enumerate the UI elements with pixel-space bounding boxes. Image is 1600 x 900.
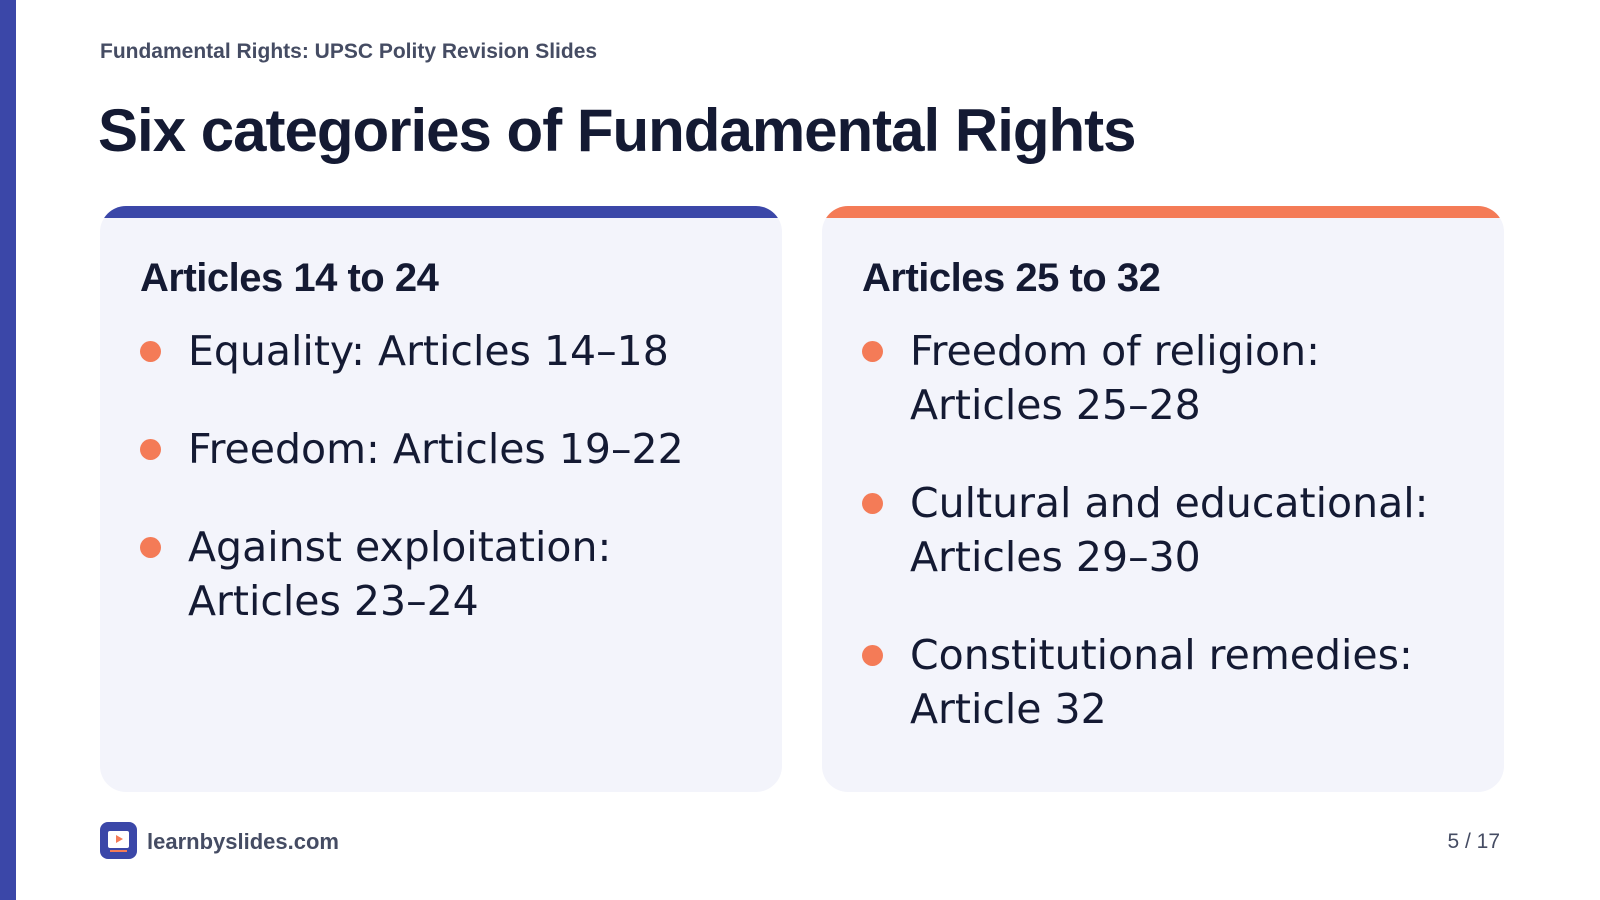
list-item-text: Constitutional remedies: Article 32 xyxy=(910,631,1413,733)
list-item: Freedom: Articles 19–22 xyxy=(140,422,752,476)
bullet-list: Equality: Articles 14–18 Freedom: Articl… xyxy=(140,324,752,672)
slides-play-icon[interactable] xyxy=(100,822,137,859)
page-number: 5 / 17 xyxy=(1447,830,1500,853)
card-accent-line xyxy=(100,206,782,218)
deck-title: Fundamental Rights: UPSC Polity Revision… xyxy=(100,40,598,63)
list-item: Constitutional remedies: Article 32 xyxy=(862,628,1474,736)
list-item-text: Freedom of religion: Articles 25–28 xyxy=(910,327,1320,429)
site-link[interactable]: learnbyslides.com xyxy=(147,829,339,854)
play-icon xyxy=(116,835,123,843)
bullet-dot-icon xyxy=(140,537,161,558)
logo-stand xyxy=(110,850,127,852)
list-item-text: Against exploitation: Articles 23–24 xyxy=(188,523,612,625)
list-item-text: Cultural and educational: Articles 29–30 xyxy=(910,479,1429,581)
list-item: Freedom of religion: Articles 25–28 xyxy=(862,324,1474,432)
card-articles-14-24: Articles 14 to 24 Equality: Articles 14–… xyxy=(100,206,782,792)
list-item: Equality: Articles 14–18 xyxy=(140,324,752,378)
bullet-dot-icon xyxy=(862,493,883,514)
list-item-text: Equality: Articles 14–18 xyxy=(188,327,669,375)
list-item: Against exploitation: Articles 23–24 xyxy=(140,520,752,628)
bullet-dot-icon xyxy=(140,439,161,460)
bullet-list: Freedom of religion: Articles 25–28 Cult… xyxy=(862,324,1474,780)
bullet-dot-icon xyxy=(140,341,161,362)
bullet-dot-icon xyxy=(862,645,883,666)
slide-title: Six categories of Fundamental Rights xyxy=(98,97,1137,164)
left-accent-bar xyxy=(0,0,16,900)
card-heading: Articles 25 to 32 xyxy=(862,256,1161,300)
card-articles-25-32: Articles 25 to 32 Freedom of religion: A… xyxy=(822,206,1504,792)
list-item-text: Freedom: Articles 19–22 xyxy=(188,425,684,473)
card-accent-line xyxy=(822,206,1504,218)
list-item: Cultural and educational: Articles 29–30 xyxy=(862,476,1474,584)
bullet-dot-icon xyxy=(862,341,883,362)
card-heading: Articles 14 to 24 xyxy=(140,256,439,300)
